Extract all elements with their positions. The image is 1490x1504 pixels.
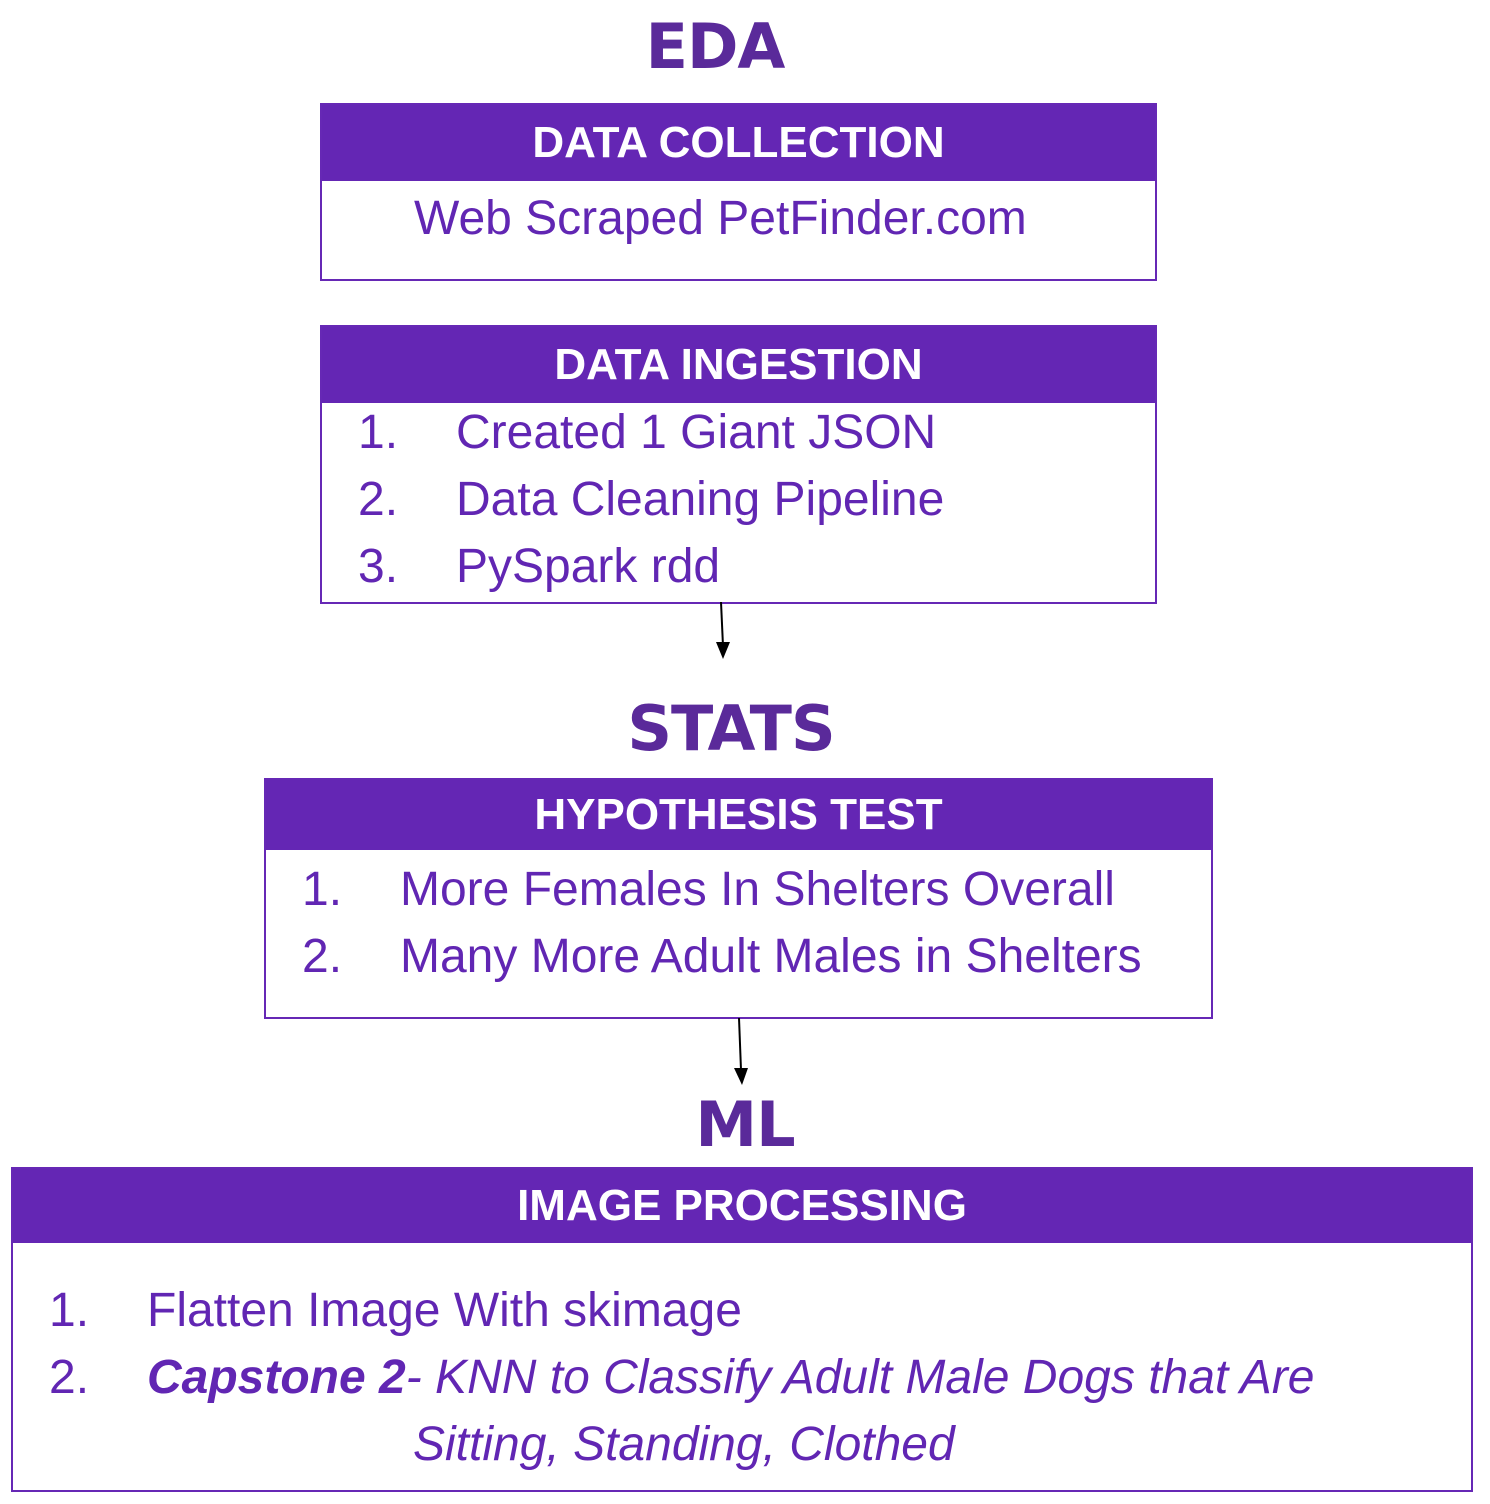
data-ingestion-box: DATA INGESTION 1. Created 1 Giant JSON 2… [320, 325, 1157, 604]
list-item-text: Created 1 Giant JSON [456, 406, 937, 459]
list-item-number: 1. [358, 406, 399, 459]
data-collection-body: Web Scraped PetFinder.com [322, 181, 1155, 279]
stats-title: STATS [627, 692, 835, 765]
ml-title: ML [695, 1088, 795, 1161]
list-item-number: 2. [358, 473, 399, 526]
eda-title: EDA [645, 10, 786, 83]
hypothesis-test-box: HYPOTHESIS TEST 1. More Females In Shelt… [264, 778, 1213, 1019]
list-item-number: 1. [302, 863, 343, 916]
list-item-text: Many More Adult Males in Shelters [400, 930, 1142, 983]
list-item-text: Flatten Image With skimage [147, 1284, 742, 1337]
data-ingestion-header: DATA INGESTION [322, 327, 1155, 403]
capstone-label: Capstone 2 [147, 1351, 406, 1404]
image-processing-header: IMAGE PROCESSING [13, 1169, 1471, 1243]
arrow-stats-to-ml [734, 1017, 748, 1085]
capstone-description-continuation: Sitting, Standing, Clothed [413, 1418, 955, 1471]
hypothesis-test-header: HYPOTHESIS TEST [266, 780, 1211, 850]
list-item-text: Capstone 2- KNN to Classify Adult Male D… [147, 1348, 1315, 1408]
list-item-text: Data Cleaning Pipeline [456, 473, 945, 526]
arrow-ingestion-to-stats [716, 601, 730, 659]
list-item-number: 3. [358, 540, 399, 593]
list-item-text: More Females In Shelters Overall [400, 863, 1115, 916]
list-item-number: 1. [49, 1284, 90, 1337]
list-item-continuation: Sitting, Standing, Clothed [413, 1415, 955, 1475]
image-processing-box: IMAGE PROCESSING 1. Flatten Image With s… [11, 1167, 1473, 1492]
list-item-number: 2. [302, 930, 343, 983]
image-processing-header-label: IMAGE PROCESSING [517, 1181, 967, 1230]
data-collection-header: DATA COLLECTION [322, 105, 1155, 181]
data-ingestion-header-label: DATA INGESTION [554, 340, 923, 389]
data-collection-box: DATA COLLECTION Web Scraped PetFinder.co… [320, 103, 1157, 281]
capstone-description: - KNN to Classify Adult Male Dogs that A… [405, 1351, 1315, 1404]
data-collection-header-label: DATA COLLECTION [532, 118, 945, 167]
data-collection-text: Web Scraped PetFinder.com [414, 192, 1027, 245]
data-ingestion-body: 1. Created 1 Giant JSON 2. Data Cleaning… [322, 403, 1155, 604]
list-item-number: 2. [49, 1351, 90, 1404]
hypothesis-test-header-label: HYPOTHESIS TEST [534, 790, 943, 839]
list-item-text: PySpark rdd [456, 540, 721, 593]
hypothesis-test-body: 1. More Females In Shelters Overall 2. M… [266, 850, 1211, 1019]
image-processing-body: 1. Flatten Image With skimage 2. Capston… [13, 1243, 1471, 1492]
